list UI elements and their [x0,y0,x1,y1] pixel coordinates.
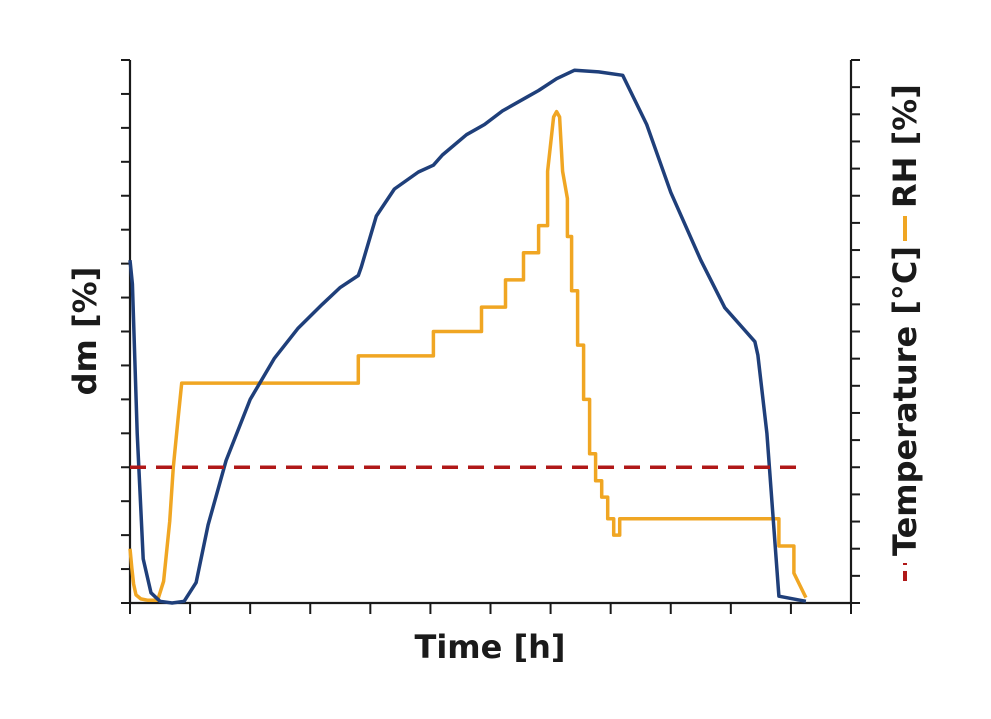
axes [121,59,860,614]
rh-axis-label: RH [%] [886,84,924,208]
temperature-axis-label: Temperature [°C] [886,246,924,556]
right-y-axis-title: Temperature [°C] RH [%] [886,84,924,581]
dm-series-line [128,68,807,605]
tick-marks [121,59,860,614]
series-layer [128,68,808,605]
rh-series-line [128,109,808,603]
left-y-axis-title: dm [%] [66,267,104,396]
x-axis-title: Time [h] [414,628,565,666]
